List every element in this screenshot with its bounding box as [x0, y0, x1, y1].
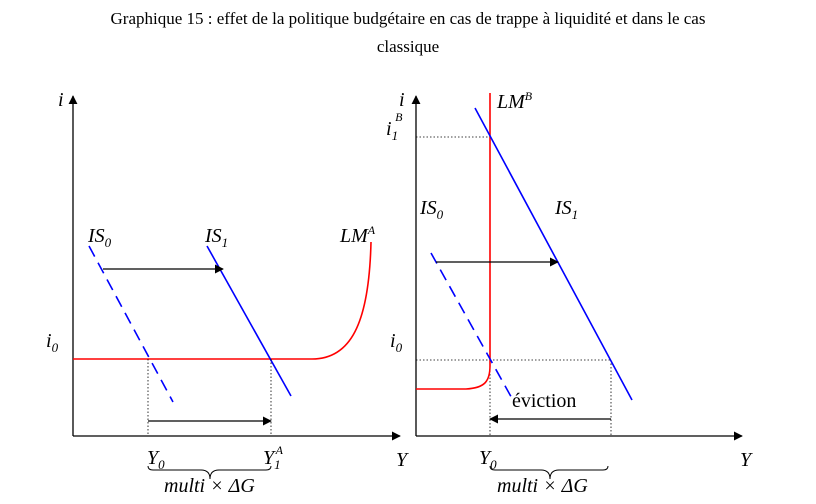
left-y1-label: Y1A — [263, 443, 284, 472]
left-is1-label: IS1 — [204, 225, 228, 250]
right-x-axis-label: Y — [740, 449, 753, 471]
right-multiplier-label: multi × ΔG — [497, 475, 588, 497]
left-multiplier-brace — [147, 465, 272, 480]
right-y0-label: Y0 — [479, 447, 497, 472]
right-i1-label: i1B — [386, 110, 403, 143]
right-i0-label: i0 — [390, 330, 403, 355]
left-lm-label: LMA — [339, 223, 376, 247]
right-lm-curve — [416, 93, 491, 390]
right-is1-curve — [474, 107, 633, 401]
right-multiplier-brace — [489, 465, 609, 480]
left-i0-label: i0 — [46, 330, 59, 355]
left-is0-label: IS0 — [87, 225, 112, 250]
right-is1-label: IS1 — [554, 197, 578, 222]
diagram-title-line2: classique — [376, 37, 440, 56]
left-y-axis-label: i — [58, 89, 64, 111]
right-lm-label: LMB — [496, 89, 533, 113]
right-eviction-label: éviction — [512, 390, 576, 412]
left-multiplier-label: multi × ΔG — [164, 475, 255, 497]
diagram-title-line1: Graphique 15 : effet de la politique bud… — [110, 9, 706, 28]
right-panel: i Y i1B i0 IS0 IS1 LMB éviction Y0 multi… — [386, 89, 753, 497]
left-lm-curve — [73, 241, 372, 360]
right-is0-curve — [430, 252, 515, 403]
left-x-axis-label: Y — [396, 449, 409, 471]
right-is0-label: IS0 — [419, 197, 444, 222]
right-y-axis-label: i — [399, 89, 405, 111]
left-y0-label: Y0 — [147, 447, 165, 472]
left-is0-curve — [88, 245, 174, 403]
left-panel: i Y i0 IS0 IS1 LMA Y0 Y1A multi × ΔG — [46, 89, 409, 497]
